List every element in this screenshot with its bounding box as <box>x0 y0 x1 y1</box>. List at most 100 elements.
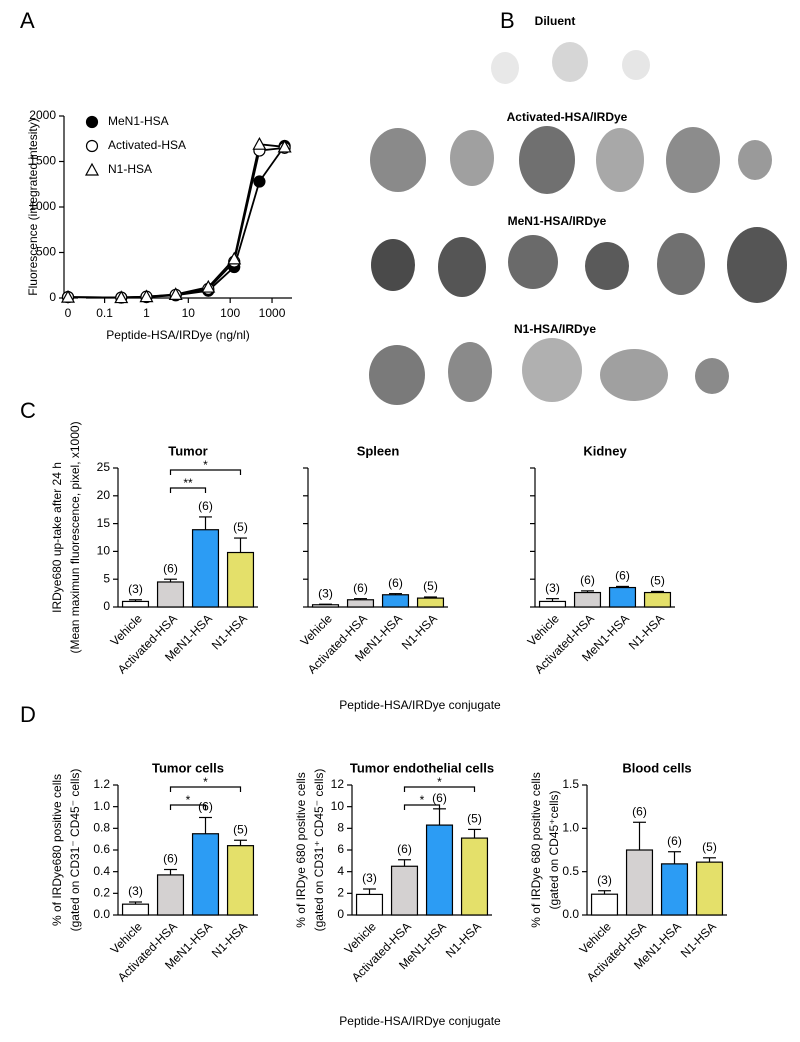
x-axis-label: Peptide-HSA/IRDye conjugate <box>339 698 501 712</box>
y-tick-label: 1.0 <box>562 821 579 835</box>
n-label: (6) <box>388 576 403 590</box>
x-tick-label: 1000 <box>259 306 286 320</box>
y-tick-label: 1000 <box>29 199 56 213</box>
y-axis-label: (gated on CD45⁺cells) <box>547 790 561 909</box>
image-title: Diluent <box>535 14 576 28</box>
bar <box>590 893 619 916</box>
x-tick-label: 10 <box>182 306 196 320</box>
chart-title: Tumor <box>168 443 207 458</box>
series-line <box>67 145 286 299</box>
x-tick-label: N1-HSA <box>678 919 719 960</box>
n-label: (5) <box>467 812 482 826</box>
bar <box>346 599 375 608</box>
legend-marker <box>84 162 100 176</box>
significance-label: * <box>437 775 442 789</box>
image-title: Activated-HSA/IRDye <box>507 110 628 124</box>
n-label: (6) <box>632 804 647 818</box>
bar <box>390 865 419 916</box>
series-line <box>67 143 285 299</box>
n-label: (6) <box>615 569 630 583</box>
bar <box>311 604 340 608</box>
chart-title: Spleen <box>357 443 400 458</box>
y-tick-label: 2000 <box>29 108 56 122</box>
bar <box>191 529 220 608</box>
x-axis-label: Peptide-HSA/IRDye (ng/nl) <box>106 328 249 342</box>
x-tick-label: N1-HSA <box>443 919 484 960</box>
y-tick-label: 0.0 <box>562 907 579 921</box>
tumor-image <box>450 130 494 186</box>
x-tick-label: N1-HSA <box>209 919 250 960</box>
legend-label: MeN1-HSA <box>108 114 169 128</box>
tumor-image <box>508 235 558 289</box>
marker <box>253 175 266 188</box>
significance-label: * <box>420 793 425 807</box>
significance-bracket <box>169 804 207 810</box>
tumor-image <box>370 128 426 192</box>
y-tick-label: 0.4 <box>93 864 110 878</box>
panel-label: A <box>20 8 35 33</box>
bar <box>156 874 185 916</box>
bar <box>416 597 445 608</box>
significance-bracket <box>403 804 441 810</box>
x-tick-label: 100 <box>220 306 240 320</box>
n-label: (6) <box>667 834 682 848</box>
y-tick-label: 0.0 <box>93 907 110 921</box>
n-label: (6) <box>397 842 412 856</box>
bar <box>425 824 454 916</box>
y-axis-label: (gated on CD31⁺ CD45⁻ cells) <box>312 769 326 932</box>
y-axis-label: IRDye680 up-take after 24 h <box>50 462 64 613</box>
marker <box>201 279 216 293</box>
n-label: (3) <box>597 873 612 887</box>
bar <box>608 586 637 608</box>
y-tick-label: 0.8 <box>93 821 110 835</box>
marker <box>227 251 242 265</box>
marker <box>168 287 183 300</box>
n-label: (6) <box>432 791 447 805</box>
y-tick-label: 6 <box>337 842 344 856</box>
tumor-image <box>448 342 492 402</box>
n-label: (5) <box>423 579 438 593</box>
series-line <box>67 146 285 299</box>
n-label: (3) <box>128 582 143 596</box>
n-label: (5) <box>702 840 717 854</box>
tumor-image <box>552 42 588 82</box>
chart-title: Tumor cells <box>152 760 224 775</box>
y-tick-label: 25 <box>97 460 111 474</box>
significance-bracket <box>403 786 476 792</box>
chart-title: Tumor endothelial cells <box>350 760 494 775</box>
significance-label: * <box>203 775 208 789</box>
y-axis-label: (Mean maximun fluorescence, pixel, x1000… <box>68 421 82 653</box>
tumor-image <box>738 140 772 180</box>
n-label: (6) <box>163 852 178 866</box>
legend-label: N1-HSA <box>108 162 152 176</box>
tumor-image <box>519 126 575 194</box>
bar <box>660 863 689 916</box>
bar <box>625 849 654 916</box>
tumor-image <box>695 358 729 394</box>
y-tick-label: 0.5 <box>562 864 579 878</box>
n-label: (3) <box>128 884 143 898</box>
x-tick-label: 1 <box>143 306 150 320</box>
x-axis-label: Peptide-HSA/IRDye conjugate <box>339 1014 501 1028</box>
n-label: (6) <box>198 499 213 513</box>
y-axis-label: % of IRDye 680 positive cells <box>294 772 308 927</box>
tumor-image <box>369 345 425 405</box>
n-label: (3) <box>545 581 560 595</box>
y-tick-label: 0.2 <box>93 886 110 900</box>
bar <box>460 837 489 916</box>
significance-label: * <box>186 793 191 807</box>
n-label: (6) <box>580 573 595 587</box>
tumor-image <box>522 338 582 402</box>
significance-bracket <box>169 487 207 493</box>
y-axis-label: % of IRDye680 positive cells <box>50 774 64 926</box>
y-tick-label: 0 <box>103 599 110 613</box>
marker <box>277 139 292 153</box>
n-label: (3) <box>362 871 377 885</box>
y-tick-label: 0 <box>337 907 344 921</box>
tumor-images: Diluent Activated-HSA/IRDye MeN1-HSA/IRD… <box>369 14 787 405</box>
y-tick-label: 10 <box>97 544 111 558</box>
y-tick-label: 1.5 <box>562 777 579 791</box>
significance-label: * <box>203 458 208 472</box>
significance-label: ** <box>183 476 193 490</box>
